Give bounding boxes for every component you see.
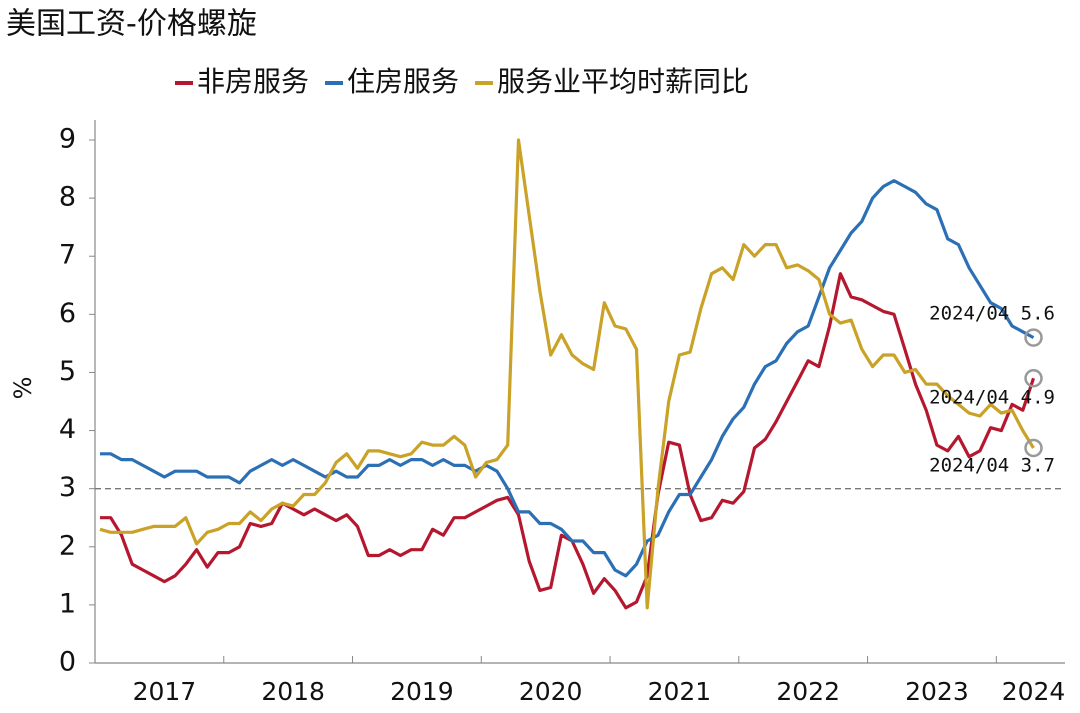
x-tick-label: 2019 [390,677,454,706]
y-axis-label: % [9,377,37,400]
x-tick-label: 2024 [1002,677,1066,706]
end-marker [1024,369,1043,388]
y-tick-label: 2 [59,530,76,561]
end-marker [1024,438,1043,458]
x-tick-label: 2017 [133,677,197,706]
x-tick-label: 2018 [261,677,325,706]
y-tick-label: 8 [59,182,76,213]
x-tick-label: 2021 [648,677,712,706]
y-tick-label: 3 [59,472,76,503]
annotation: 2024/04 3.7 [929,455,1055,477]
annotation: 2024/04 5.6 [929,303,1055,325]
x-tick-label: 2020 [519,677,583,706]
end-marker [1024,328,1043,347]
legend-label: 住房服务 [347,65,459,98]
y-tick-label: 1 [59,588,76,619]
series-line [100,179,1035,578]
y-tick-label: 7 [59,240,76,271]
y-tick-label: 0 [59,647,76,678]
y-tick-label: 5 [59,356,76,387]
series-line [100,272,1036,610]
chart-title: 美国工资-价格螺旋 [6,7,257,42]
x-tick-label: 2022 [776,677,840,706]
y-tick-label: 4 [59,414,76,445]
annotation: 2024/04 4.9 [929,387,1055,409]
legend-label: 服务业平均时薪同比 [497,65,749,98]
x-tick-label: 2023 [905,677,969,706]
series-line [99,138,1035,610]
legend-label: 非房服务 [197,65,309,98]
y-tick-label: 6 [59,298,76,329]
y-tick-label: 9 [59,124,76,155]
